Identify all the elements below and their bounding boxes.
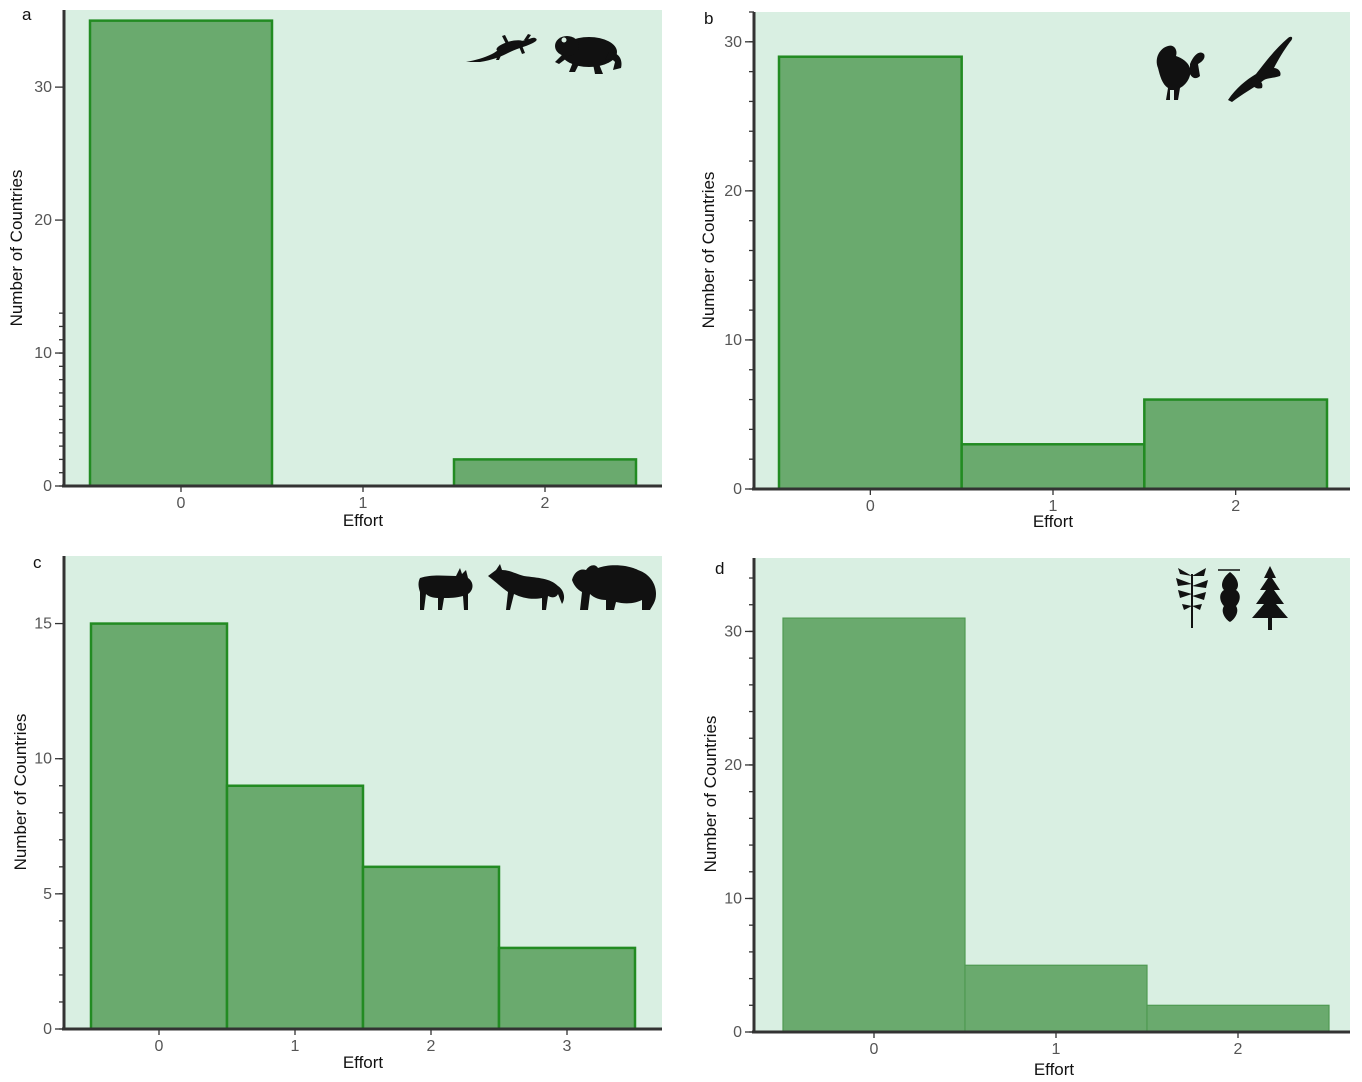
chart-a-svg: a 0 10 20 30 0 1 2 Effort Number of Countries: [7, 5, 662, 530]
x-tick-label: 0: [177, 495, 186, 512]
y-tick-label: 20: [34, 212, 52, 229]
chart-panel-c: c 0 5 10 15 0 1 2 3 Effort Number of Countries: [0, 542, 680, 1082]
chart-panel-b: b 0 10 20 30 0 1 2 Effort Number of Countries: [682, 0, 1362, 540]
wolf-icon: [488, 564, 565, 610]
chart-c-svg: c 0 5 10 15 0 1 2 3 Effort Number of Countries: [11, 553, 662, 1072]
x-tick-label: 0: [870, 1041, 879, 1058]
x-axis-ticks-c: 0 1 2 3: [155, 1029, 572, 1055]
chart-d-svg: d 0 10 20 30 0 1 2 Effort Number of Countries: [701, 558, 1350, 1079]
x-tick-label: 1: [1052, 1041, 1061, 1058]
x-axis-title-b: Effort: [1033, 512, 1074, 531]
x-axis-title-a: Effort: [343, 511, 384, 530]
bars-a: [88, 19, 638, 488]
y-tick-label: 10: [724, 890, 742, 907]
bear-icon: [572, 565, 656, 610]
y-axis-ticks-b: 0 10 20 30: [724, 11, 754, 498]
bar-c-2: [361, 865, 501, 1031]
y-axis-ticks-c: 0 5 10 15: [34, 616, 64, 1038]
grouse-icon: [1156, 45, 1205, 100]
y-axis-title-c: Number of Countries: [11, 714, 30, 871]
x-axis-title-c: Effort: [343, 1053, 384, 1072]
x-tick-label: 3: [563, 1038, 572, 1055]
bar-a-0: [88, 19, 274, 488]
chart-panel-d: d 0 10 20 30 0 1 2 Effort Number of Countries: [682, 542, 1362, 1082]
panel-label-c: c: [33, 553, 42, 572]
bar-d-2: [1146, 1004, 1330, 1033]
panel-label-b: b: [704, 9, 713, 28]
eagle-icon: [1228, 36, 1293, 102]
y-tick-label: 0: [43, 478, 52, 495]
y-tick-label: 0: [43, 1021, 52, 1038]
y-axis-title-d: Number of Countries: [701, 716, 720, 873]
y-tick-label: 0: [733, 1024, 742, 1041]
y-tick-label: 5: [43, 886, 52, 903]
y-tick-label: 30: [34, 79, 52, 96]
lizard-icon: [466, 34, 537, 62]
y-axis-ticks-d: 0 10 20 30: [724, 577, 754, 1041]
bar-d-1: [964, 964, 1148, 1033]
panel-label-d: d: [715, 559, 724, 578]
y-tick-label: 20: [724, 757, 742, 774]
x-axis-ticks-d: 0 1 2: [870, 1032, 1243, 1058]
y-axis-title-b: Number of Countries: [699, 172, 718, 329]
spruce-icon: [1252, 566, 1288, 630]
x-tick-label: 2: [427, 1038, 436, 1055]
silhouettes-a: [466, 34, 622, 74]
x-axis-title-d: Effort: [1034, 1060, 1075, 1079]
y-tick-label: 20: [724, 183, 742, 200]
chart-panel-a: a 0 10 20 30 0 1 2 Effort Number of Countries: [0, 0, 680, 540]
silhouettes-d: [1176, 566, 1288, 630]
y-tick-label: 10: [34, 345, 52, 362]
x-tick-label: 1: [359, 495, 368, 512]
y-axis-title-a: Number of Countries: [7, 170, 26, 327]
y-tick-label: 10: [724, 332, 742, 349]
x-tick-label: 1: [1049, 498, 1058, 515]
toad-icon: [555, 36, 622, 74]
lynx-icon: [418, 568, 473, 610]
x-tick-label: 0: [866, 498, 875, 515]
y-tick-label: 30: [724, 623, 742, 640]
silhouettes-b: [1156, 36, 1293, 102]
x-axis-ticks-a: 0 1 2: [177, 486, 550, 512]
x-tick-label: 2: [1231, 498, 1240, 515]
bar-b-2: [1143, 398, 1329, 491]
oak-leaf-icon: [1218, 569, 1240, 622]
bar-b-1: [960, 443, 1146, 491]
x-tick-label: 0: [155, 1038, 164, 1055]
y-tick-label: 10: [34, 751, 52, 768]
fern-icon: [1176, 568, 1208, 628]
x-tick-label: 2: [541, 495, 550, 512]
y-axis-ticks-a: 0 10 20 30: [34, 79, 64, 495]
y-tick-label: 30: [724, 34, 742, 51]
y-tick-label: 15: [34, 616, 52, 633]
bar-c-0: [89, 622, 229, 1031]
panel-label-a: a: [22, 5, 32, 24]
bar-c-3: [497, 946, 637, 1031]
y-tick-label: 0: [733, 481, 742, 498]
bar-a-2: [452, 458, 638, 488]
silhouettes-c: [418, 564, 656, 610]
x-tick-label: 2: [1234, 1041, 1243, 1058]
chart-b-svg: b 0 10 20 30 0 1 2 Effort Number of Countries: [699, 9, 1350, 531]
bar-d-0: [782, 617, 966, 1033]
bar-b-0: [777, 55, 963, 491]
x-tick-label: 1: [291, 1038, 300, 1055]
bar-c-1: [225, 784, 365, 1031]
